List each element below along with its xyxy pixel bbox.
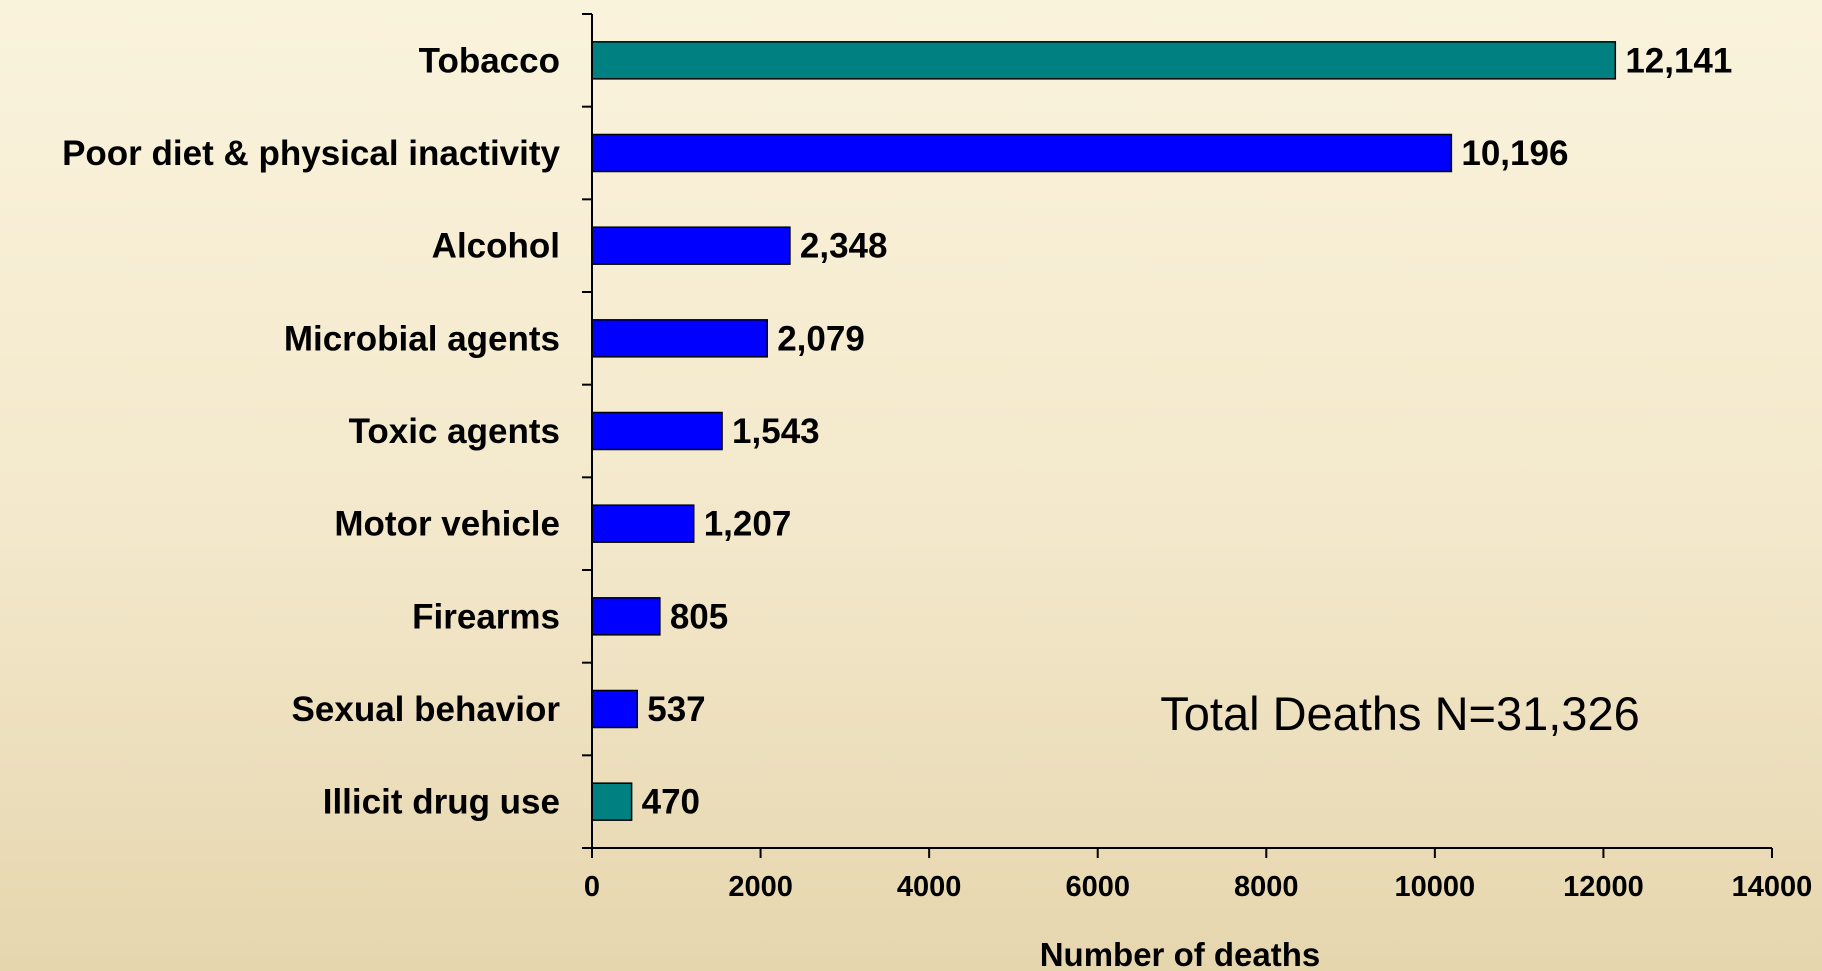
category-label-alcohol: Alcohol bbox=[432, 227, 560, 266]
x-tick-label-8000: 8000 bbox=[1234, 871, 1299, 903]
value-label-firearms: 805 bbox=[670, 597, 728, 636]
category-label-tobacco: Tobacco bbox=[419, 41, 560, 80]
total-deaths-annotation: Total Deaths N=31,326 bbox=[1160, 687, 1639, 740]
category-label-sexual-behavior: Sexual behavior bbox=[292, 690, 561, 729]
bar-tobacco bbox=[591, 41, 1617, 80]
x-tick-label-12000: 12000 bbox=[1563, 871, 1644, 903]
category-label-illicit-drug-use: Illicit drug use bbox=[323, 783, 560, 822]
bar-microbial-agents bbox=[591, 319, 768, 358]
bars-layer bbox=[591, 41, 1617, 821]
category-label-toxic-agents: Toxic agents bbox=[349, 412, 560, 451]
value-label-motor-vehicle: 1,207 bbox=[704, 505, 792, 544]
x-tick-label-6000: 6000 bbox=[1065, 871, 1130, 903]
x-tick-label-0: 0 bbox=[584, 871, 600, 903]
category-label-firearms: Firearms bbox=[412, 597, 560, 636]
axes-layer bbox=[582, 13, 1773, 858]
x-tick-label-14000: 14000 bbox=[1732, 871, 1813, 903]
bar-firearms bbox=[591, 597, 661, 636]
value-label-alcohol: 2,348 bbox=[800, 227, 888, 266]
labels-layer: Tobacco 12,141 Poor diet & physical inacti… bbox=[62, 41, 1812, 903]
x-tick-label-4000: 4000 bbox=[897, 871, 962, 903]
value-label-poor-diet-physical-inactivity: 10,196 bbox=[1461, 134, 1568, 173]
bar-illicit-drug-use bbox=[591, 782, 633, 821]
value-label-tobacco: 12,141 bbox=[1625, 41, 1732, 80]
x-tick-label-2000: 2000 bbox=[728, 871, 793, 903]
value-label-illicit-drug-use: 470 bbox=[642, 783, 700, 822]
bar-alcohol bbox=[591, 226, 791, 265]
category-label-poor-diet-physical-inactivity: Poor diet & physical inactivity bbox=[62, 134, 560, 173]
value-label-sexual-behavior: 537 bbox=[647, 690, 705, 729]
bar-poor-diet-physical-inactivity bbox=[591, 133, 1453, 173]
bar-toxic-agents bbox=[591, 411, 723, 451]
value-label-toxic-agents: 1,543 bbox=[732, 412, 820, 451]
x-axis-title: Number of deaths bbox=[1040, 936, 1321, 971]
category-label-microbial-agents: Microbial agents bbox=[284, 319, 560, 358]
category-label-motor-vehicle: Motor vehicle bbox=[334, 505, 560, 544]
bar-sexual-behavior bbox=[591, 689, 639, 729]
value-label-microbial-agents: 2,079 bbox=[777, 319, 865, 358]
bar-motor-vehicle bbox=[591, 504, 695, 543]
x-tick-label-10000: 10000 bbox=[1395, 871, 1476, 903]
